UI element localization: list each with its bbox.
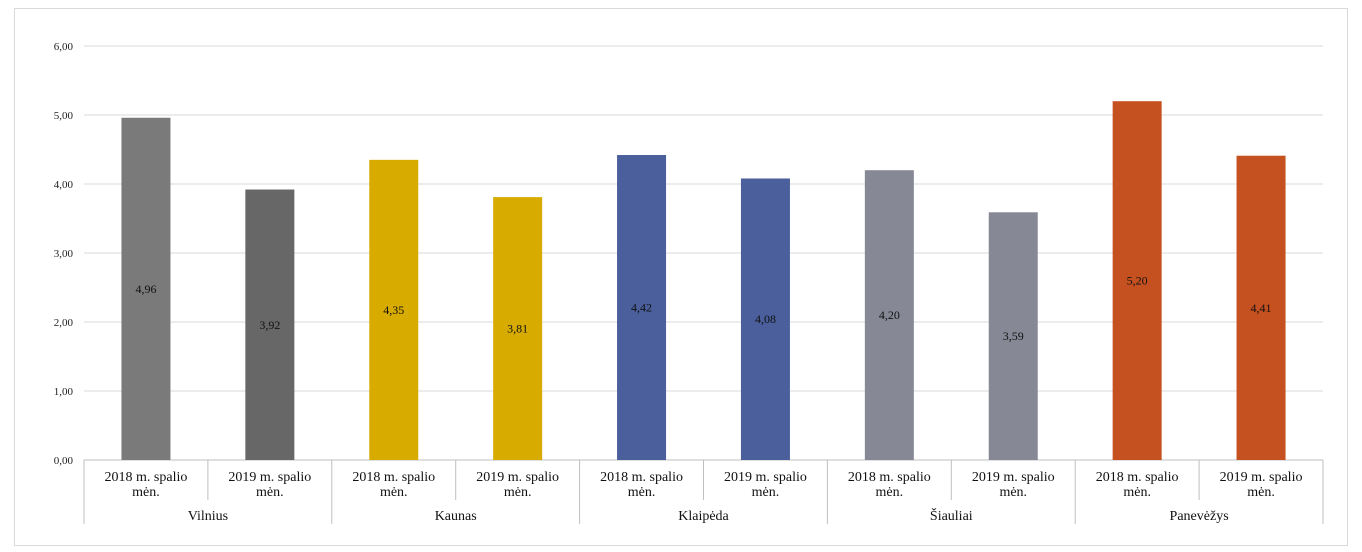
x-tick-label-continued: mėn. — [380, 485, 408, 500]
data-label: 4,35 — [383, 303, 404, 317]
data-label: 3,92 — [259, 318, 280, 332]
bar — [1236, 155, 1286, 460]
x-tick-label: 2018 m. spalio — [105, 470, 188, 485]
x-tick-label: 2019 m. spalio — [476, 470, 559, 485]
x-tick-label: 2019 m. spalio — [1220, 470, 1303, 485]
y-tick-label: 6,00 — [54, 41, 74, 53]
x-tick-label-continued: mėn. — [999, 485, 1027, 500]
data-label: 4,41 — [1251, 301, 1272, 315]
data-label: 4,08 — [755, 312, 776, 326]
x-tick-label: 2018 m. spalio — [1096, 470, 1179, 485]
data-label: 4,96 — [135, 282, 156, 296]
bar — [1112, 101, 1162, 460]
y-tick-label: 0,00 — [54, 455, 74, 467]
data-label: 4,20 — [879, 308, 900, 322]
data-label: 5,20 — [1127, 274, 1148, 288]
x-tick-label: 2018 m. spalio — [600, 470, 683, 485]
bar — [740, 178, 790, 461]
y-tick-label: 2,00 — [54, 317, 74, 329]
x-tick-label-continued: mėn. — [504, 485, 532, 500]
data-label: 3,81 — [507, 322, 528, 336]
x-tick-label: 2019 m. spalio — [228, 470, 311, 485]
bar — [121, 117, 171, 460]
x-tick-label-continued: mėn. — [1123, 485, 1151, 500]
group-label: Klaipėda — [678, 509, 729, 524]
x-tick-label-continued: mėn. — [256, 485, 284, 500]
bar — [245, 189, 295, 460]
x-tick-label-continued: mėn. — [876, 485, 904, 500]
bar — [369, 159, 419, 460]
group-label: Šiauliai — [930, 507, 973, 524]
x-tick-label: 2018 m. spalio — [352, 470, 435, 485]
bar — [617, 155, 667, 460]
x-tick-label: 2018 m. spalio — [848, 470, 931, 485]
data-label: 3,59 — [1003, 329, 1024, 343]
x-tick-label: 2019 m. spalio — [724, 470, 807, 485]
group-label: Panevėžys — [1170, 509, 1229, 524]
x-tick-label: 2019 m. spalio — [972, 470, 1055, 485]
y-tick-label: 3,00 — [54, 248, 74, 260]
x-tick-label-continued: mėn. — [1247, 485, 1275, 500]
y-tick-label: 4,00 — [54, 179, 74, 191]
group-label: Kaunas — [435, 509, 477, 524]
x-tick-label-continued: mėn. — [628, 485, 656, 500]
y-tick-label: 5,00 — [54, 110, 74, 122]
x-tick-label-continued: mėn. — [752, 485, 780, 500]
y-tick-label: 1,00 — [54, 386, 74, 398]
data-label: 4,42 — [631, 301, 652, 315]
bar — [988, 212, 1038, 460]
group-label: Vilnius — [188, 509, 228, 524]
bar — [864, 170, 914, 460]
bar — [493, 197, 543, 461]
x-tick-label-continued: mėn. — [132, 485, 160, 500]
